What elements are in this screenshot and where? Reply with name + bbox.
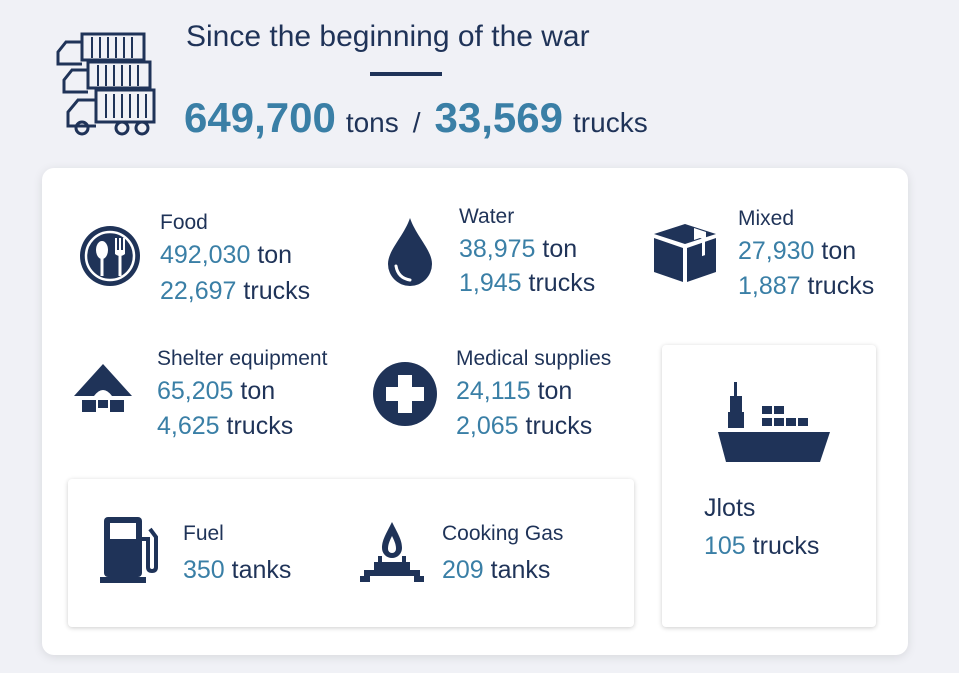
page-title: Since the beginning of the war	[186, 20, 590, 53]
medical-trucks: 2,065 trucks	[456, 412, 592, 441]
totals-separator: /	[412, 107, 421, 138]
water-tons-value: 38,975	[459, 235, 536, 263]
cooking-gas-tanks-value: 209	[442, 556, 484, 584]
water-drop-icon	[384, 216, 436, 288]
medical-cross-icon	[372, 361, 438, 427]
water-trucks-unit: trucks	[528, 269, 596, 297]
jlots-trucks: 105 trucks	[704, 532, 819, 561]
medical-tons-value: 24,115	[456, 377, 531, 405]
cargo-ship-icon	[716, 380, 832, 464]
mixed-tons-value: 27,930	[738, 237, 815, 265]
water-tons: 38,975 ton	[459, 235, 577, 264]
food-trucks-value: 22,697	[160, 277, 237, 305]
water-title: Water	[459, 205, 515, 228]
shelter-tons: 65,205 ton	[157, 377, 275, 406]
medical-tons-unit: ton	[537, 377, 573, 405]
food-tons-value: 492,030	[160, 241, 251, 269]
medical-trucks-value: 2,065	[456, 412, 519, 440]
title-divider	[370, 72, 442, 76]
mixed-trucks-unit: trucks	[807, 272, 875, 300]
tent-icon	[72, 362, 134, 414]
gas-burner-icon	[356, 520, 428, 584]
jlots-trucks-value: 105	[704, 532, 746, 560]
mixed-trucks: 1,887 trucks	[738, 272, 874, 301]
jlots-trucks-unit: trucks	[752, 532, 820, 560]
shelter-title: Shelter equipment	[157, 347, 328, 370]
medical-tons: 24,115 ton	[456, 377, 572, 406]
fuel-title: Fuel	[183, 522, 224, 545]
fuel-pump-icon	[100, 515, 162, 585]
mixed-tons: 27,930 ton	[738, 237, 856, 266]
box-icon	[650, 220, 720, 286]
mixed-trucks-value: 1,887	[738, 272, 801, 300]
total-trucks-unit: trucks	[573, 107, 648, 138]
container-trucks-icon	[52, 28, 160, 140]
water-tons-unit: ton	[542, 235, 578, 263]
total-tons-value: 649,700	[184, 94, 336, 141]
shelter-tons-value: 65,205	[157, 377, 234, 405]
food-trucks: 22,697 trucks	[160, 277, 310, 306]
totals-summary: 649,700 tons / 33,569 trucks	[184, 94, 652, 142]
fuel-tanks: 350 tanks	[183, 556, 291, 585]
total-tons-unit: tons	[345, 107, 399, 138]
mixed-tons-unit: ton	[821, 237, 857, 265]
food-trucks-unit: trucks	[243, 277, 311, 305]
cooking-gas-title: Cooking Gas	[442, 522, 564, 545]
total-trucks-value: 33,569	[434, 94, 564, 141]
water-trucks: 1,945 trucks	[459, 269, 595, 298]
food-tons-unit: ton	[257, 241, 293, 269]
tanks-box	[68, 479, 634, 627]
food-tons: 492,030 ton	[160, 241, 292, 270]
jlots-title: Jlots	[704, 494, 756, 522]
jlots-box	[662, 345, 876, 627]
cooking-gas-tanks: 209 tanks	[442, 556, 550, 585]
medical-trucks-unit: trucks	[525, 412, 593, 440]
cooking-gas-tanks-unit: tanks	[490, 556, 551, 584]
mixed-title: Mixed	[738, 207, 795, 230]
fuel-tanks-unit: tanks	[231, 556, 292, 584]
shelter-tons-unit: ton	[240, 377, 276, 405]
plate-utensils-icon	[78, 224, 142, 288]
shelter-trucks-value: 4,625	[157, 412, 220, 440]
shelter-trucks-unit: trucks	[226, 412, 294, 440]
fuel-tanks-value: 350	[183, 556, 225, 584]
medical-title: Medical supplies	[456, 347, 612, 370]
food-title: Food	[160, 211, 208, 234]
shelter-trucks: 4,625 trucks	[157, 412, 293, 441]
water-trucks-value: 1,945	[459, 269, 522, 297]
